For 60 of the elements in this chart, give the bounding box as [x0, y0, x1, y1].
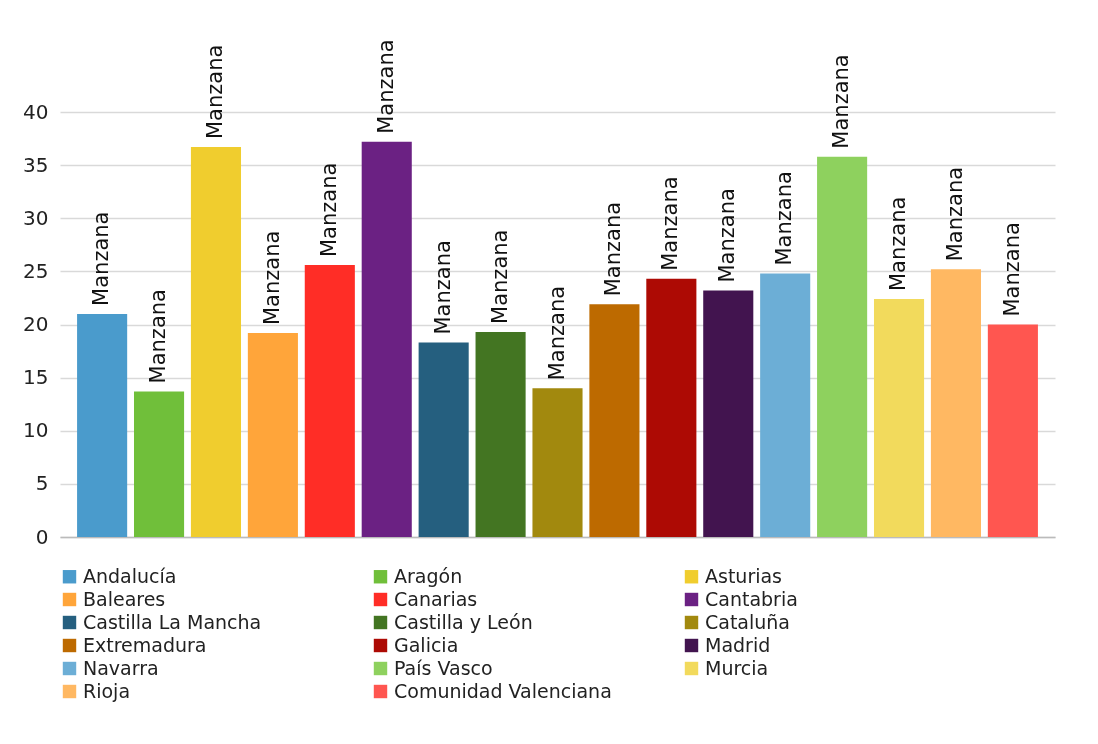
data-label: Manzana [146, 289, 171, 384]
legend-label: Extremadura [83, 633, 207, 656]
bar [930, 269, 981, 537]
bar [703, 290, 754, 537]
legend-label: Madrid [705, 633, 771, 656]
bar [247, 333, 298, 537]
legend-label: Navarra [83, 656, 159, 679]
legend-label: Galicia [394, 633, 459, 656]
bar [987, 324, 1038, 537]
legend-label: Murcia [705, 656, 769, 679]
y-tick-label: 20 [23, 312, 49, 336]
bar [873, 299, 925, 537]
data-label: Manzana [829, 54, 854, 149]
bar [190, 147, 242, 537]
bar [760, 273, 811, 537]
legend-label: Baleares [83, 587, 166, 610]
data-label: Manzana [658, 176, 683, 271]
data-label: Manzana [487, 229, 512, 324]
legend-label: Cantabria [705, 587, 798, 610]
legend-label: Castilla La Mancha [83, 610, 262, 633]
legend-label: Aragón [394, 564, 463, 587]
data-label: Manzana [202, 44, 227, 140]
data-label: Manzana [886, 196, 911, 291]
y-tick-label: 5 [35, 471, 49, 496]
legend-label: Comunidad Valenciana [394, 679, 612, 702]
data-label: Manzana [89, 211, 114, 306]
data-label: Manzana [715, 188, 740, 283]
bar [532, 388, 583, 537]
data-label: Manzana [373, 39, 398, 134]
bar [77, 313, 128, 537]
y-tick-label: 10 [23, 418, 49, 443]
bar [589, 304, 640, 537]
data-label: Manzana [999, 222, 1024, 317]
bar [817, 156, 868, 537]
data-label: Manzana [772, 171, 797, 266]
data-label: Manzana [942, 166, 967, 262]
bar [475, 331, 526, 537]
data-label: Manzana [544, 285, 569, 381]
bar [418, 342, 469, 537]
y-tick-label: 40 [23, 99, 49, 124]
legend-label: Cataluña [705, 610, 791, 633]
bar [361, 141, 412, 537]
bar [646, 278, 697, 537]
bar [304, 265, 355, 537]
y-tick-label: 25 [23, 258, 49, 283]
bar [134, 391, 185, 537]
data-label: Manzana [430, 240, 455, 335]
legend-label: Rioja [83, 679, 131, 702]
legend-label: Canarias [394, 587, 478, 610]
data-label: Manzana [316, 162, 341, 257]
data-label: Manzana [259, 230, 284, 325]
y-tick-label: 30 [23, 205, 49, 230]
data-label: Manzana [601, 201, 626, 297]
legend-label: Andalucía [83, 564, 177, 587]
y-tick-label: 35 [23, 152, 49, 177]
legend-label: Castilla y León [394, 610, 533, 633]
y-tick-label: 0 [35, 524, 49, 549]
legend-label: Asturias [705, 564, 783, 587]
legend-label: País Vasco [394, 656, 493, 679]
y-tick-label: 15 [23, 365, 49, 390]
